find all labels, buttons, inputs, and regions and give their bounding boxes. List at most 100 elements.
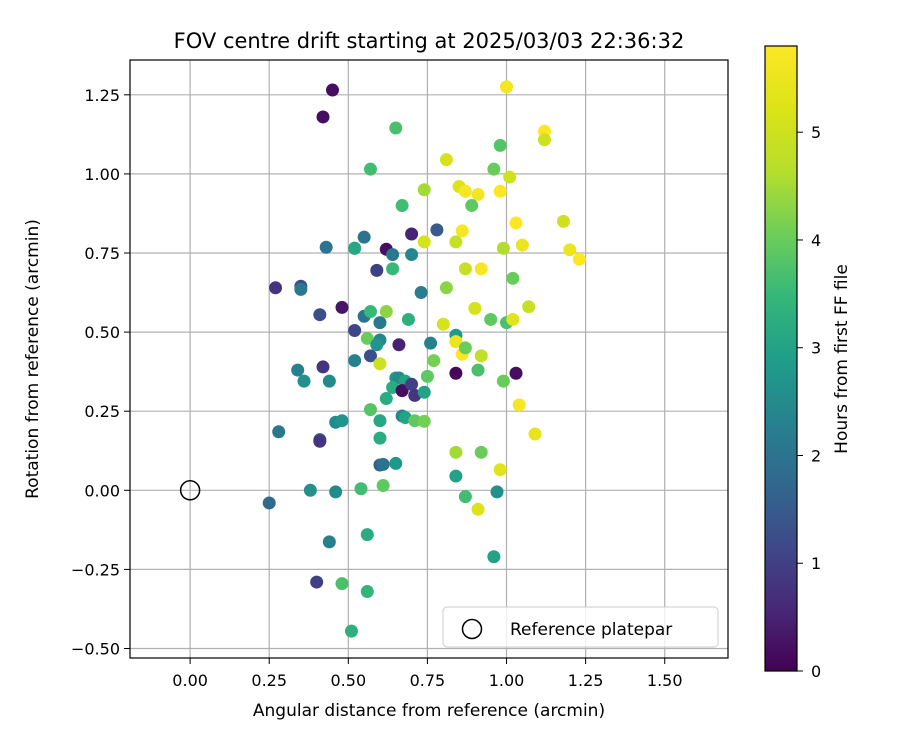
- data-point: [556, 214, 570, 228]
- data-point: [512, 398, 526, 412]
- data-point: [360, 331, 374, 345]
- data-point: [310, 575, 324, 589]
- data-point: [363, 305, 377, 319]
- legend: Reference platepar: [442, 606, 719, 648]
- data-point: [376, 457, 390, 471]
- data-point: [449, 335, 463, 349]
- data-point: [417, 183, 431, 197]
- colorbar-tick-label: 5: [811, 123, 821, 142]
- data-point: [363, 349, 377, 363]
- data-point: [313, 434, 327, 448]
- chart-title: FOV centre drift starting at 2025/03/03 …: [174, 29, 685, 53]
- legend-marker: [461, 618, 483, 640]
- y-tick-label: −0.25: [71, 560, 120, 579]
- data-point: [439, 153, 453, 167]
- data-point: [395, 384, 409, 398]
- data-point: [496, 241, 510, 255]
- data-point: [360, 585, 374, 599]
- data-point: [474, 262, 488, 276]
- data-point: [348, 324, 362, 338]
- data-point: [313, 308, 327, 322]
- data-point: [506, 271, 520, 285]
- data-point: [401, 312, 415, 326]
- data-point: [465, 199, 479, 213]
- data-point: [363, 403, 377, 417]
- colorbar-tick-label: 2: [811, 446, 821, 465]
- reference-marker: [179, 480, 201, 501]
- data-point: [373, 431, 387, 445]
- y-tick-label: 0.00: [84, 481, 120, 500]
- legend-label: Reference platepar: [510, 620, 672, 640]
- data-point: [373, 357, 387, 371]
- data-point: [449, 235, 463, 249]
- data-point: [373, 316, 387, 330]
- y-tick-label: 1.00: [84, 165, 120, 184]
- data-point: [335, 300, 349, 314]
- data-point: [490, 485, 504, 499]
- data-point: [370, 338, 384, 352]
- data-point: [316, 360, 330, 374]
- data-point: [363, 162, 377, 176]
- y-tick-label: 1.25: [84, 86, 120, 105]
- data-point: [262, 496, 276, 510]
- data-point: [370, 263, 384, 277]
- data-point: [389, 456, 403, 470]
- data-point: [474, 349, 488, 363]
- data-point: [319, 240, 333, 254]
- data-point: [493, 184, 507, 198]
- data-point: [449, 445, 463, 459]
- data-point: [563, 243, 577, 257]
- data-point: [439, 281, 453, 295]
- colorbar: 0 1 2 3 4 5 Hours from first FF file: [764, 45, 852, 681]
- data-point: [373, 414, 387, 428]
- data-point: [537, 133, 551, 147]
- data-point: [297, 374, 311, 388]
- data-point: [408, 414, 422, 428]
- x-tick-label: 0.25: [251, 671, 287, 690]
- y-axis-label: Rotation from reference (arcmin): [23, 219, 43, 499]
- data-point: [417, 235, 431, 249]
- y-tick-label: −0.50: [71, 640, 120, 659]
- data-point: [471, 502, 485, 516]
- x-tick-label: 1.00: [489, 671, 525, 690]
- data-point: [455, 224, 469, 238]
- data-point: [484, 312, 498, 326]
- data-point: [471, 363, 485, 377]
- data-point: [316, 110, 330, 124]
- colorbar-tick-label: 3: [811, 339, 821, 358]
- colorbar-label: Hours from first FF file: [832, 264, 852, 454]
- data-point: [379, 392, 393, 406]
- data-point: [322, 374, 336, 388]
- data-point: [329, 485, 343, 499]
- x-axis: 0.00 0.25 0.50 0.75 1.00 1.25 1.50: [172, 658, 683, 690]
- data-point: [269, 281, 283, 295]
- data-point: [294, 282, 308, 296]
- plot-frame: [129, 59, 729, 659]
- data-point: [449, 469, 463, 483]
- data-point: [500, 80, 514, 94]
- colorbar-ticks: 0 1 2 3 4 5: [797, 123, 821, 681]
- data-point: [493, 463, 507, 477]
- x-tick-label: 0.00: [172, 671, 208, 690]
- data-point: [474, 445, 488, 459]
- data-point: [389, 121, 403, 135]
- data-point: [322, 535, 336, 549]
- data-point: [379, 305, 393, 319]
- data-point: [386, 262, 400, 276]
- data-point: [291, 363, 305, 377]
- data-point: [487, 162, 501, 176]
- y-tick-label: 0.75: [84, 244, 120, 263]
- data-point: [424, 336, 438, 350]
- data-point: [506, 312, 520, 326]
- grid: [130, 60, 728, 658]
- reference-marker-group: [179, 480, 201, 501]
- data-point: [335, 414, 349, 428]
- y-tick-label: 0.50: [84, 323, 120, 342]
- data-point: [503, 170, 517, 184]
- colorbar-tick-label: 1: [811, 554, 821, 573]
- data-point: [348, 241, 362, 255]
- x-tick-label: 1.25: [568, 671, 604, 690]
- data-point: [487, 550, 501, 564]
- data-point: [509, 366, 523, 380]
